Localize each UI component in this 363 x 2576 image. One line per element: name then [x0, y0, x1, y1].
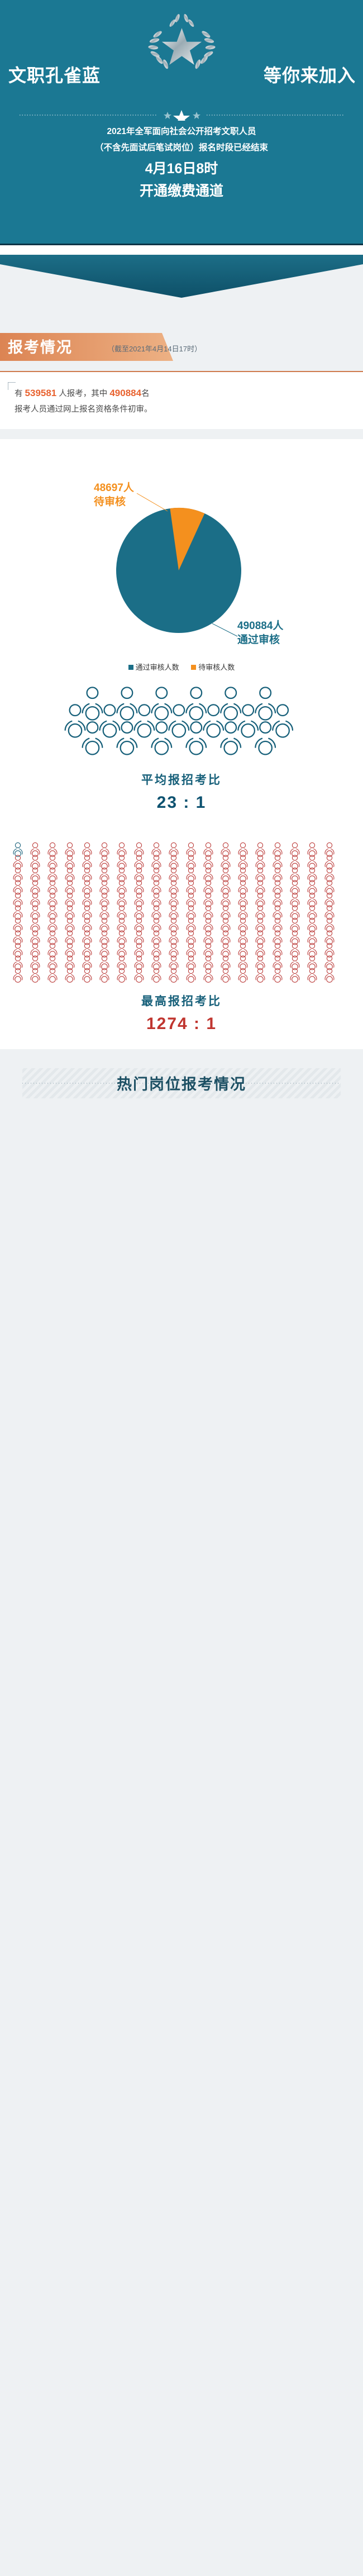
svg-text:490884人: 490884人 [237, 620, 284, 632]
svg-text:48697人: 48697人 [94, 482, 135, 494]
svg-text:热门岗位报考情况: 热门岗位报考情况 [117, 1075, 246, 1093]
svg-text:通过审核: 通过审核 [237, 633, 280, 646]
svg-text:待审核: 待审核 [94, 495, 126, 508]
